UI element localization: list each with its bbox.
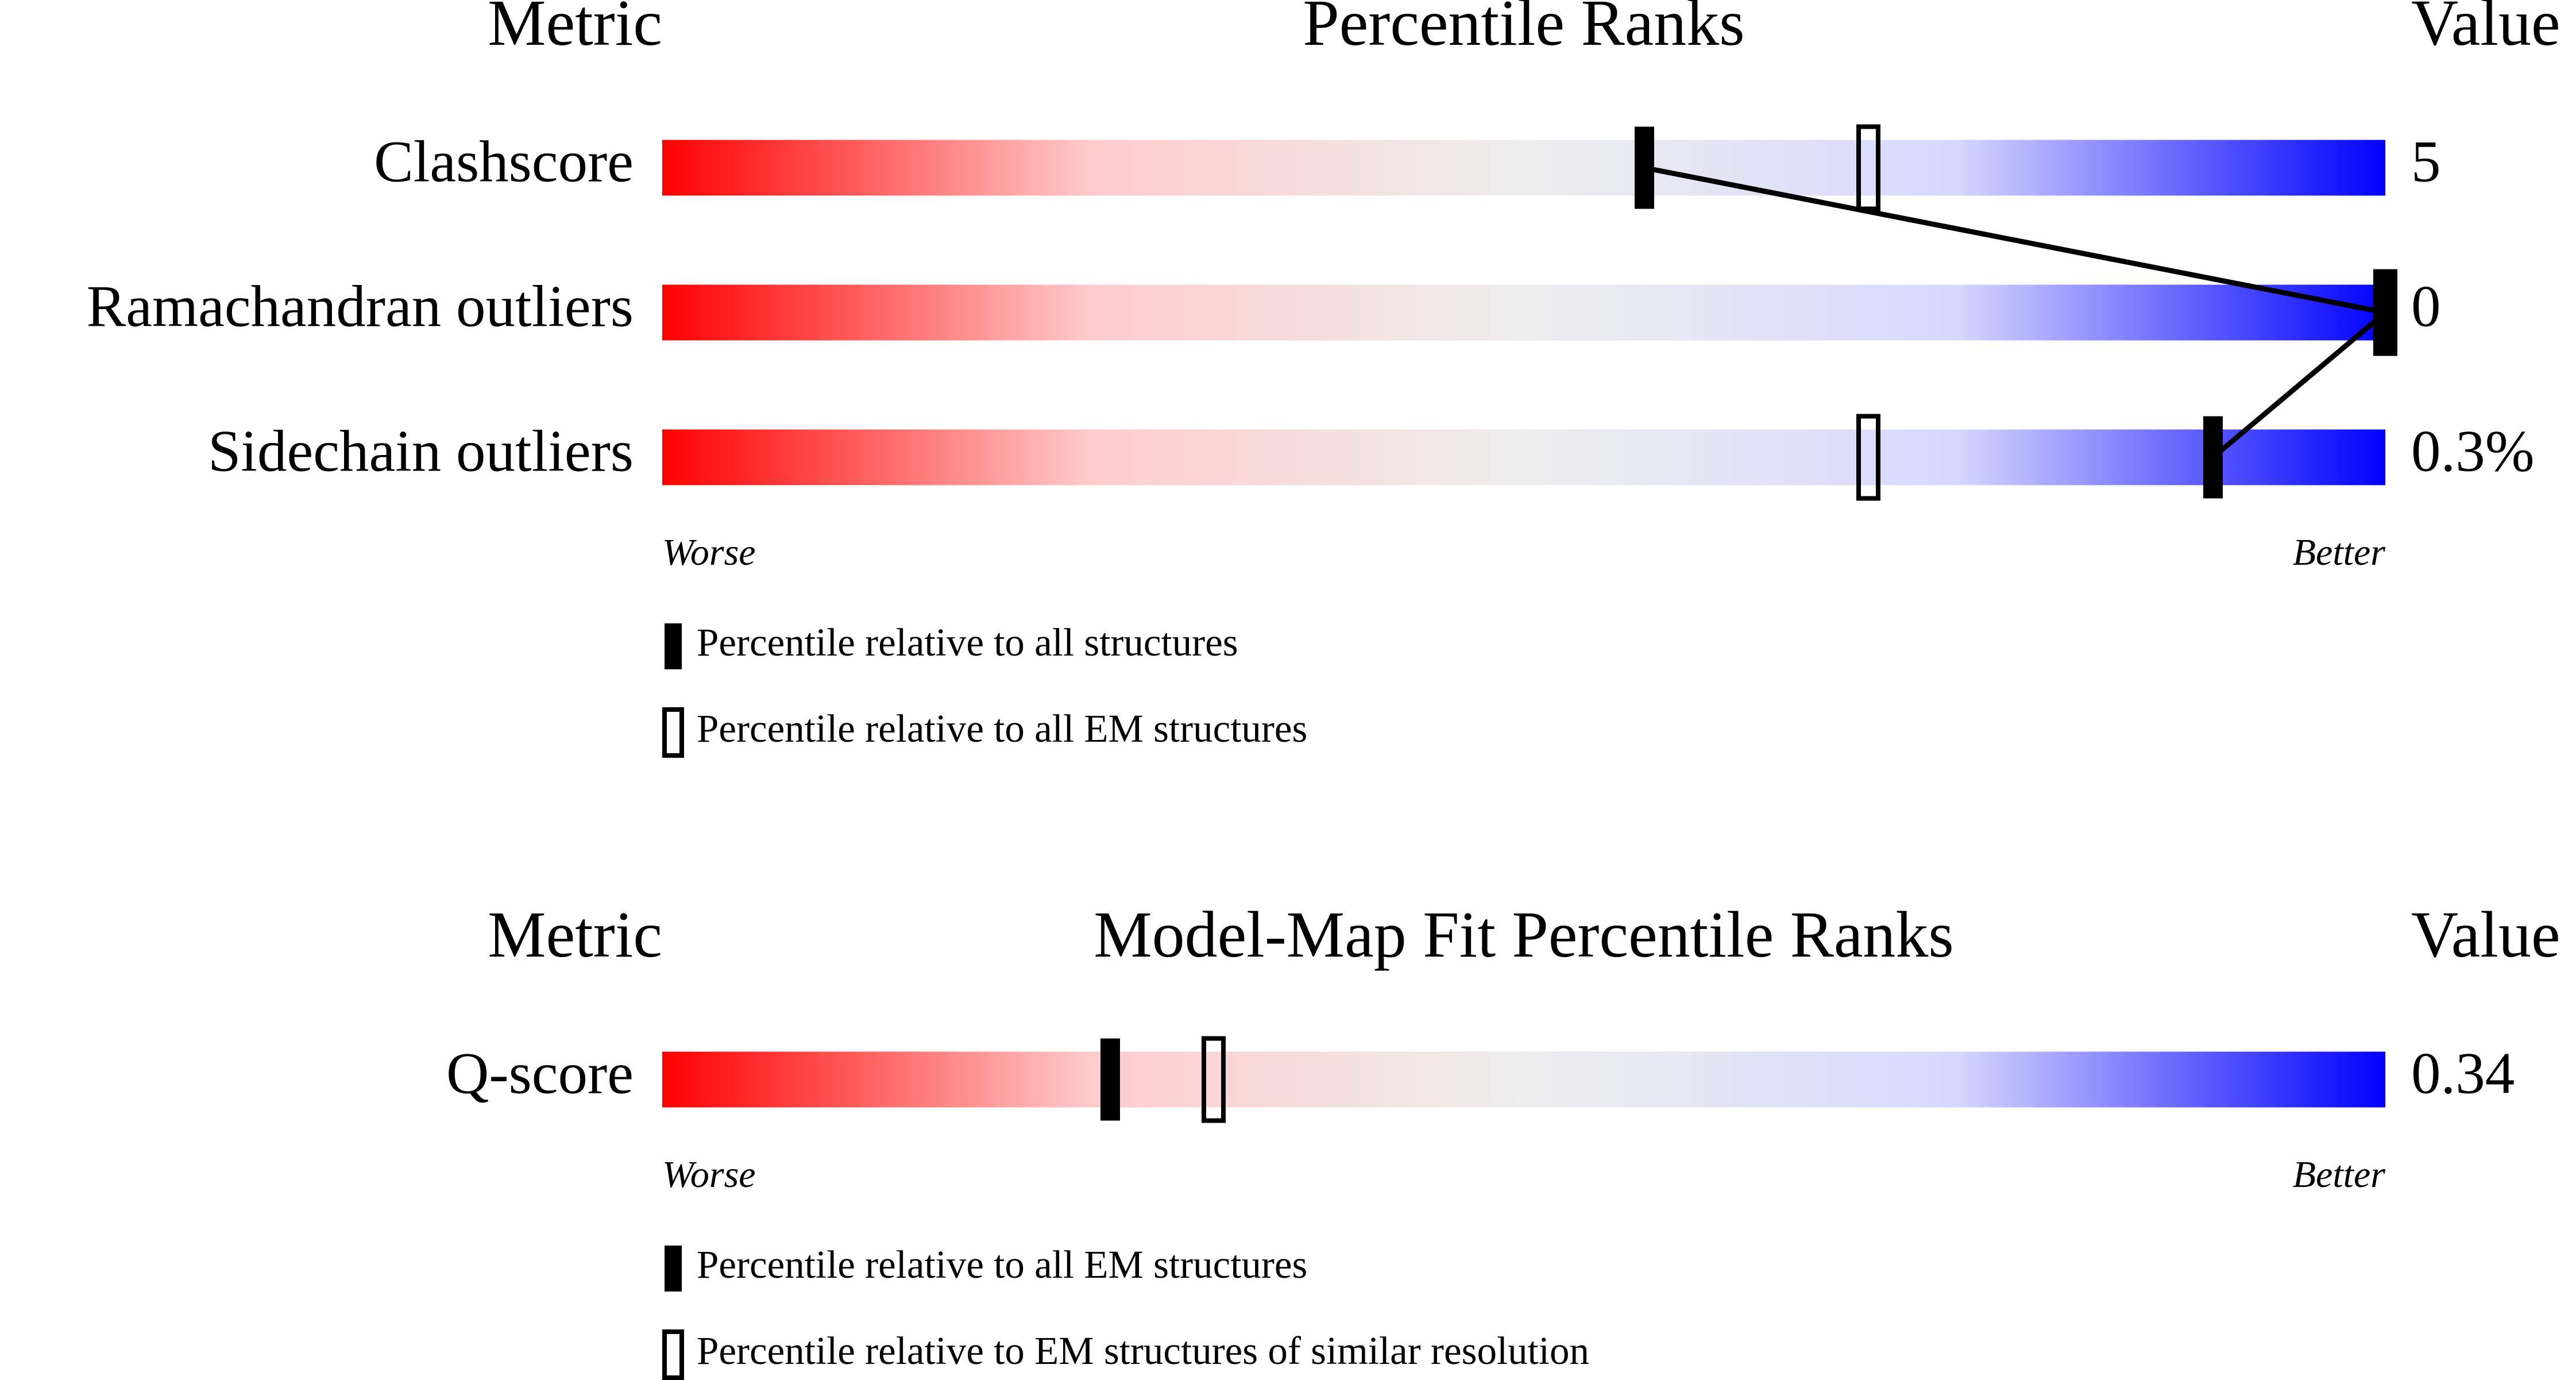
column-header: Model-Map Fit Percentile Ranks [1094, 898, 1954, 971]
scale-label: Better [2293, 531, 2386, 573]
metric-label: Ramachandran outliers [87, 274, 634, 340]
marker-open [1856, 124, 1880, 211]
metric-value: 0 [2411, 274, 2441, 340]
marker-open [1202, 1036, 1226, 1123]
column-header: Value [2411, 0, 2560, 59]
legend-label: Percentile relative to all EM structures [697, 707, 1307, 750]
metric-value: 0.3% [2411, 419, 2535, 484]
gradient-bar [662, 284, 2385, 341]
scale-label: Worse [662, 531, 756, 573]
legend-swatch [665, 623, 682, 669]
column-header: Metric [488, 0, 662, 59]
legend-swatch [662, 1329, 684, 1380]
gradient-bar [662, 1051, 2385, 1108]
legend-label: Percentile relative to all EM structures [697, 1243, 1307, 1286]
metric-value: 5 [2411, 129, 2441, 195]
column-header: Value [2411, 898, 2560, 971]
marker-filled [1635, 126, 1654, 209]
marker-filled [2376, 271, 2395, 354]
legend-swatch [662, 707, 684, 758]
gradient-bar [662, 140, 2385, 196]
column-header: Percentile Ranks [1303, 0, 1744, 59]
metric-label: Sidechain outliers [208, 419, 634, 484]
marker-filled [2203, 416, 2223, 499]
scale-label: Better [2293, 1154, 2386, 1196]
marker-open [1856, 414, 1880, 501]
metric-label: Clashscore [374, 129, 634, 195]
column-header: Metric [488, 898, 662, 971]
legend-label: Percentile relative to all structures [697, 620, 1238, 664]
scale-label: Worse [662, 1154, 756, 1196]
gradient-bar [662, 429, 2385, 485]
marker-filled [1100, 1038, 1120, 1121]
metric-value: 0.34 [2411, 1041, 2515, 1107]
legend-swatch [665, 1246, 682, 1292]
metric-label: Q-score [446, 1041, 634, 1107]
legend-label: Percentile relative to EM structures of … [697, 1329, 1589, 1373]
